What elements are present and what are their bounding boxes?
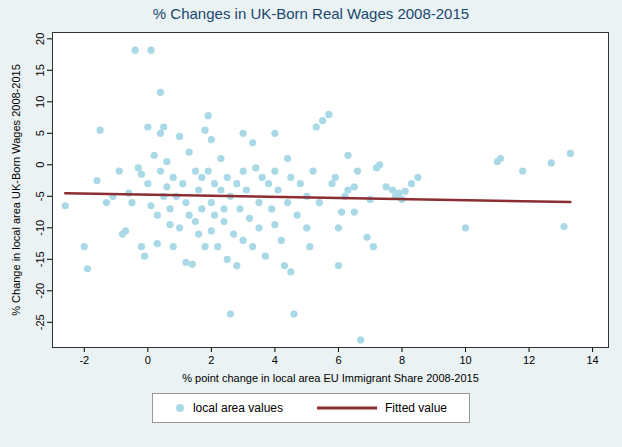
svg-text:2: 2 bbox=[208, 354, 214, 366]
svg-text:% point change in local area E: % point change in local area EU Immigran… bbox=[182, 372, 479, 384]
svg-text:% Change in local area UK-Born: % Change in local area UK-Born Wages 200… bbox=[10, 64, 22, 316]
html-text:% Changes in UK-Born Real Wage: % Changes in UK-Born Real Wages 2008-201… bbox=[152, 5, 470, 22]
svg-text:15: 15 bbox=[34, 64, 46, 76]
svg-text:-25: -25 bbox=[34, 314, 46, 330]
svg-text:-2: -2 bbox=[79, 354, 89, 366]
html-text:local area values: local area values bbox=[192, 401, 283, 415]
html-text:Fitted value: Fitted value bbox=[385, 401, 447, 415]
svg-text:-15: -15 bbox=[34, 251, 46, 267]
svg-text:10: 10 bbox=[459, 354, 471, 366]
svg-text:5: 5 bbox=[34, 130, 46, 136]
svg-text:20: 20 bbox=[34, 33, 46, 45]
svg-text:-5: -5 bbox=[34, 191, 46, 201]
svg-text:-20: -20 bbox=[34, 283, 46, 299]
svg-text:0: 0 bbox=[34, 162, 46, 168]
svg-text:6: 6 bbox=[335, 354, 341, 366]
svg-text:0: 0 bbox=[145, 354, 151, 366]
svg-text:14: 14 bbox=[586, 354, 598, 366]
svg-text:-10: -10 bbox=[34, 220, 46, 236]
svg-text:8: 8 bbox=[399, 354, 405, 366]
svg-text:12: 12 bbox=[523, 354, 535, 366]
svg-text:10: 10 bbox=[34, 96, 46, 108]
svg-text:4: 4 bbox=[272, 354, 278, 366]
